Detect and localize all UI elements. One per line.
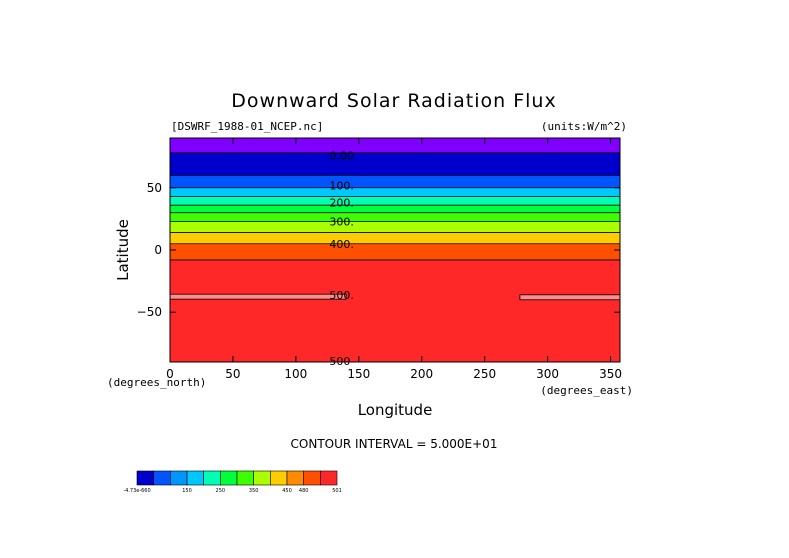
contour-label-5: 500.	[329, 289, 354, 302]
y-axis-ticks: 50 0 −50	[137, 181, 620, 319]
band-10	[170, 259, 620, 362]
x-tick-label-7: 350	[599, 367, 622, 381]
colorbar-label-0: -4.73e-660	[123, 488, 150, 494]
x-axis-ticks: 0 50 100 150 200 250 300 350	[166, 138, 622, 381]
x-tick-label-6: 300	[536, 367, 559, 381]
colorbar-cell-3	[186, 470, 204, 486]
x-axis-label: Longitude	[358, 401, 433, 419]
x-tick-label-0: 0	[166, 367, 174, 381]
colorbar-cell-7	[253, 470, 271, 486]
band-5	[170, 205, 620, 213]
x-units-label: (degrees_east)	[540, 384, 633, 397]
colorbar-cell-2	[170, 470, 188, 486]
colorbar-cell-6	[236, 470, 254, 486]
contour-labels: 0.00 100. 200. 300. 400. 500. 500	[329, 149, 354, 367]
chart-title: Downward Solar Radiation Flux	[231, 90, 556, 112]
y-tick-label-2: −50	[137, 305, 162, 319]
y-axis-label: Latitude	[114, 219, 132, 281]
colorbar-label-4: 450	[282, 488, 292, 494]
x-tick-label-5: 250	[473, 367, 496, 381]
y-tick-label-0: 50	[147, 181, 162, 195]
band-4	[170, 196, 620, 206]
colorbar-cell-11	[320, 470, 338, 486]
colorbar-cell-4	[203, 470, 221, 486]
colorbar-cell-0	[136, 470, 154, 486]
colorbar	[136, 470, 338, 486]
band-7	[170, 221, 620, 233]
colorbar-label-3: 350	[249, 488, 259, 494]
contour-label-1: 100.	[329, 179, 354, 192]
pink-patch-1	[519, 294, 621, 301]
y-tick-label-1: 0	[154, 243, 162, 257]
contour-label-6: 500	[329, 355, 350, 368]
colorbar-label-6: 501	[332, 488, 342, 494]
y-units-label: (degrees_north)	[107, 376, 206, 389]
band-9	[170, 243, 620, 260]
file-label: [DSWRF_1988-01_NCEP.nc]	[171, 120, 323, 133]
contour-label-0: 0.00	[329, 149, 354, 162]
plot-area	[170, 138, 620, 362]
contour-label-3: 300.	[329, 215, 354, 228]
x-tick-label-4: 200	[410, 367, 433, 381]
x-tick-label-2: 100	[284, 367, 307, 381]
colorbar-cell-9	[286, 470, 304, 486]
band-3	[170, 187, 620, 197]
contour-label-4: 400.	[329, 238, 354, 251]
contour-interval-label: CONTOUR INTERVAL = 5.000E+01	[291, 437, 498, 451]
colorbar-cell-5	[220, 470, 238, 486]
colorbar-label-1: 150	[182, 488, 192, 494]
band-6	[170, 212, 620, 222]
x-tick-label-1: 50	[225, 367, 240, 381]
x-tick-label-3: 150	[347, 367, 370, 381]
colorbar-cell-8	[270, 470, 288, 486]
colorbar-label-2: 250	[216, 488, 226, 494]
colorbar-label-5: 480	[299, 488, 309, 494]
contour-label-2: 200.	[329, 197, 354, 210]
band-0	[170, 138, 620, 153]
colorbar-cell-10	[303, 470, 321, 486]
band-8	[170, 232, 620, 244]
colorbar-labels: -4.73e-660 150 250 350 450 480 501	[123, 488, 341, 494]
pink-patch-0	[169, 293, 347, 300]
units-label: (units:W/m^2)	[541, 120, 627, 133]
band-2	[170, 175, 620, 188]
band-1	[170, 152, 620, 176]
colorbar-cell-1	[153, 470, 171, 486]
